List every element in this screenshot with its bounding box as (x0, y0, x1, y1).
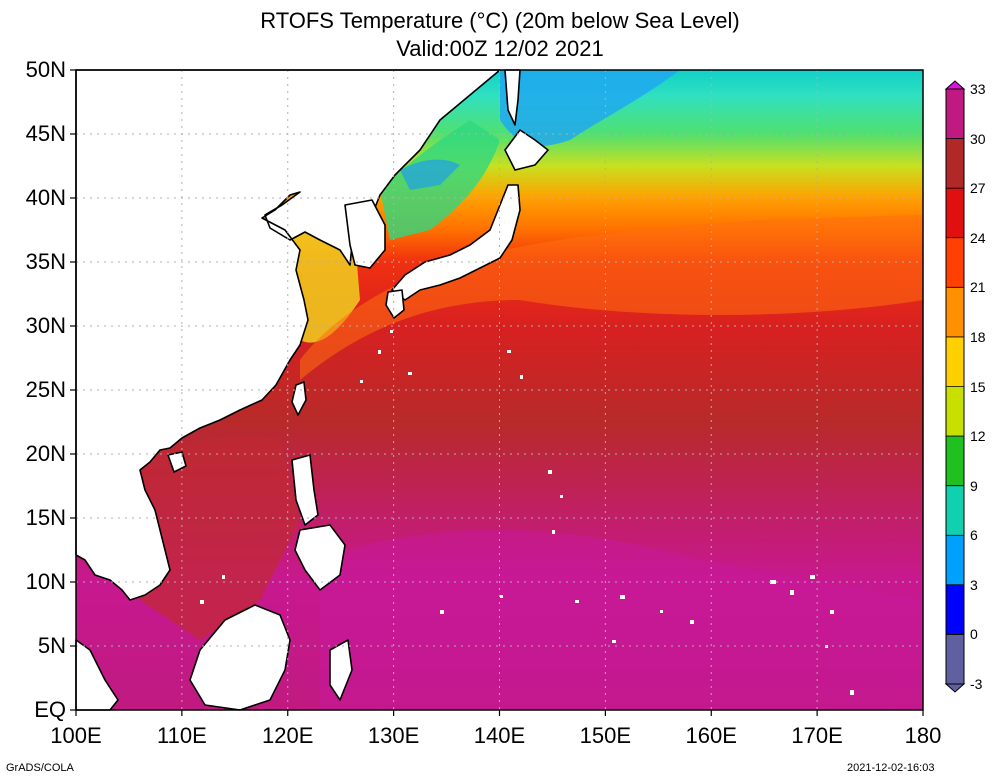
lon-label: 180 (904, 723, 942, 748)
lat-label: 40N (25, 185, 66, 210)
colorbar-segment (946, 634, 964, 685)
colorbar-segment (946, 287, 964, 338)
lat-label: 35N (25, 249, 66, 274)
lon-label: 110E (157, 723, 207, 748)
colorbar-segment (946, 436, 964, 487)
colorbar-label: 27 (970, 180, 986, 197)
colorbar-label: 24 (970, 229, 986, 246)
south-china-sea-water (140, 436, 300, 640)
taiwan (291, 381, 307, 416)
graticule (76, 70, 923, 710)
lat-label: 30N (25, 313, 66, 338)
lon-label: 170E (791, 723, 843, 748)
lat-label: 45N (25, 121, 66, 146)
colorbar-segment (946, 336, 964, 387)
lat-label: 15N (25, 505, 66, 530)
colorbar-segment (946, 138, 964, 189)
map-title: RTOFS Temperature (°C) (20m below Sea Le… (260, 8, 740, 33)
lat-label: 20N (25, 441, 66, 466)
lon-label: 150E (579, 723, 632, 748)
colorbar-label: 21 (970, 279, 986, 296)
colorbar-label: 0 (970, 626, 978, 643)
colorbar-segment (946, 535, 964, 586)
colorbar-segment (946, 89, 964, 140)
japan-hokkaido (504, 129, 549, 171)
lon-label: 100E (50, 723, 102, 748)
colorbar-label: 6 (970, 527, 978, 544)
colorbar-segment (946, 584, 964, 635)
colorbar-min-arrow (944, 683, 966, 693)
lat-label: 5N (37, 633, 66, 658)
colorbar-label: 9 (970, 477, 978, 494)
colorbar-max-arrow (944, 80, 966, 90)
lat-label: 50N (25, 57, 66, 82)
colorbar-label: 3 (970, 576, 978, 593)
warm-pool (320, 530, 923, 710)
colorbar-segment (946, 237, 964, 288)
korea-peninsula (344, 199, 386, 269)
colorbar-label: -3 (970, 676, 983, 692)
luzon (291, 454, 319, 526)
borneo (189, 604, 291, 711)
colorbar-label: 30 (970, 130, 986, 147)
valid-time: Valid:00Z 12/02 2021 (396, 36, 604, 61)
sea-of-japan-cold (400, 159, 460, 190)
lat-label: 25N (25, 377, 66, 402)
lon-label: 130E (367, 723, 420, 748)
lat-label: EQ (34, 697, 66, 722)
sulawesi (329, 639, 353, 701)
colorbar (944, 80, 966, 693)
lon-label: 160E (685, 723, 737, 748)
colorbar-label: 15 (970, 378, 986, 395)
japan-kyushu (385, 289, 405, 319)
lat-label: 10N (25, 569, 66, 594)
colorbar-label: 12 (970, 428, 986, 445)
colorbar-label: 33 (970, 81, 986, 97)
lon-label: 120E (262, 723, 314, 748)
footer-software: GrADS/COLA (6, 762, 74, 774)
colorbar-segment (946, 485, 964, 536)
colorbar-label: 18 (970, 328, 986, 345)
footer-timestamp: 2021-12-02-16:03 (847, 762, 935, 774)
colorbar-segment (946, 386, 964, 437)
kuroshio-band (300, 215, 923, 380)
lon-label: 140E (473, 723, 526, 748)
colorbar-segment (946, 188, 964, 239)
cold-water-region (500, 70, 680, 146)
